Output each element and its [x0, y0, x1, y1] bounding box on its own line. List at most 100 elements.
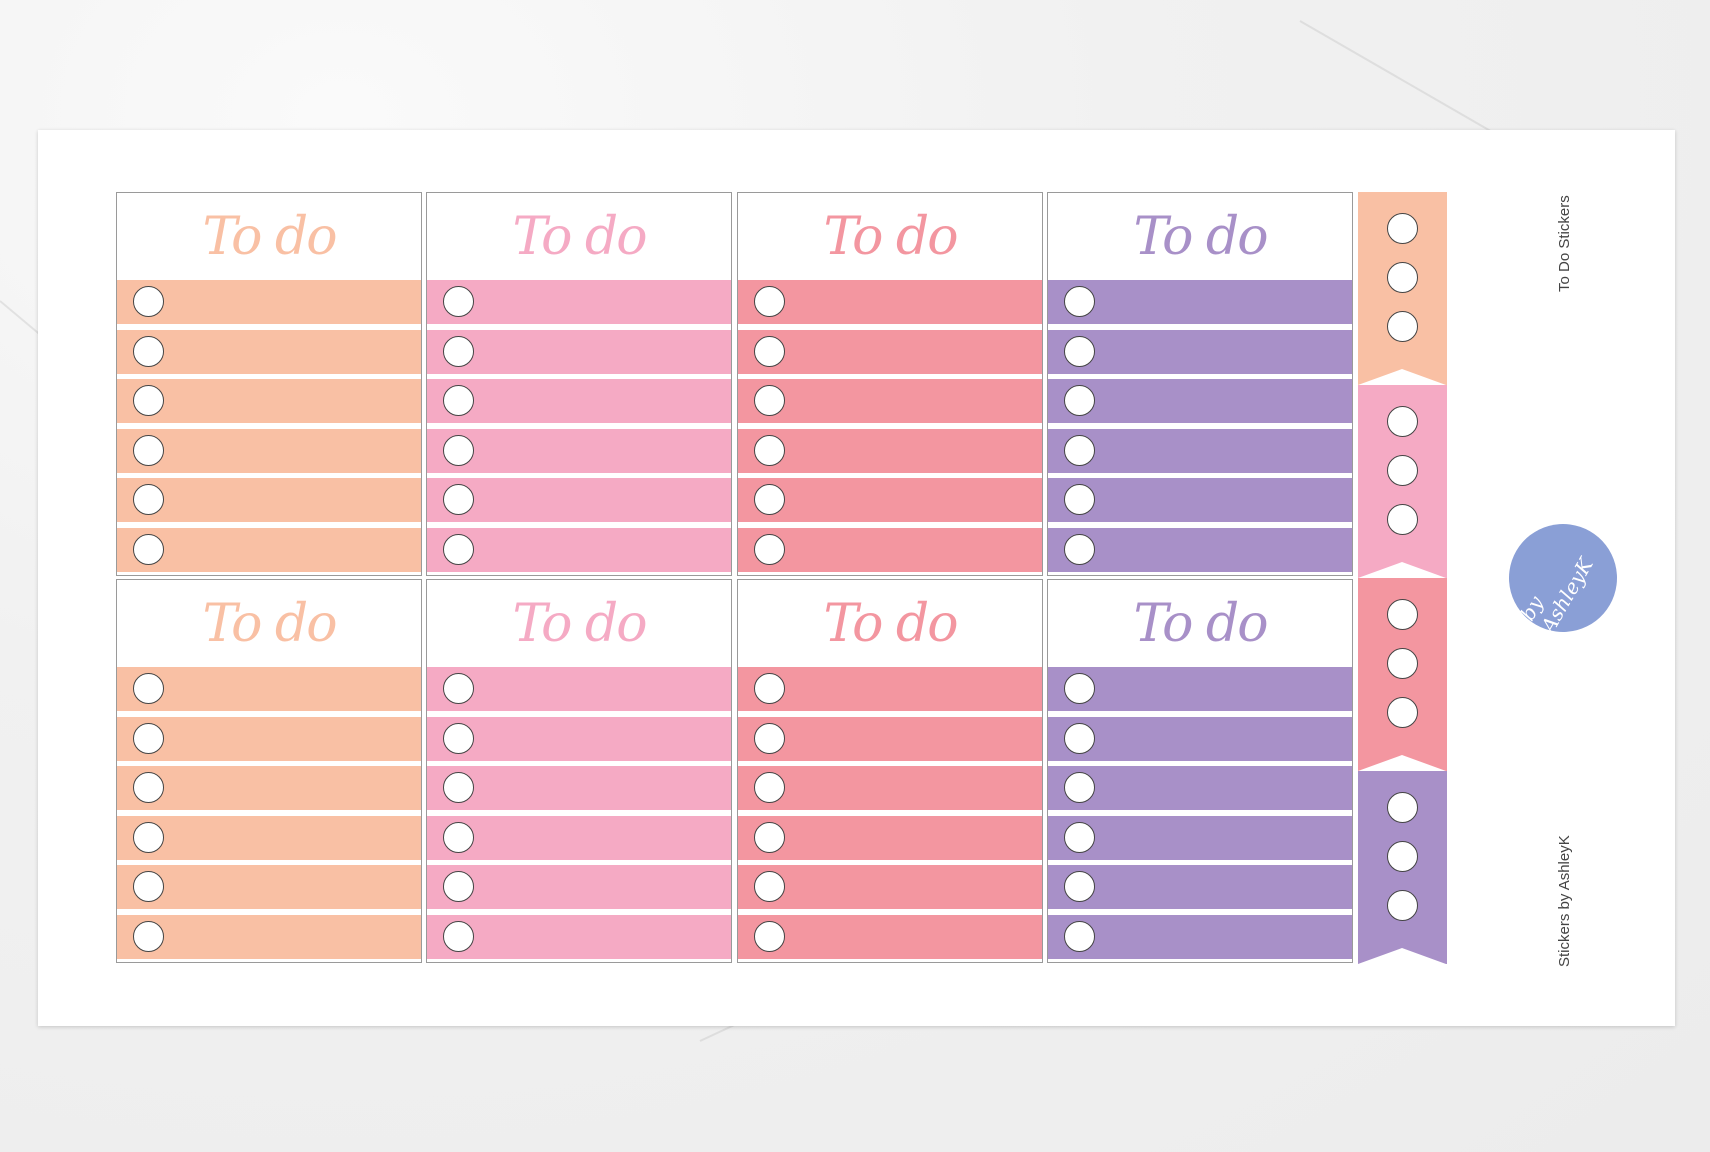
todo-line — [1048, 667, 1352, 711]
checkbox-circle[interactable] — [754, 286, 785, 317]
checkbox-circle[interactable] — [1387, 311, 1418, 342]
checkbox-circle[interactable] — [1064, 920, 1095, 952]
checkbox-circle[interactable] — [754, 821, 785, 853]
checkbox-circle[interactable] — [754, 484, 785, 515]
flag-sticker — [1358, 771, 1447, 964]
checkbox-circle[interactable] — [1064, 871, 1095, 902]
todo-line — [117, 865, 421, 909]
card-heading: To do — [1133, 206, 1268, 267]
todo-line — [427, 329, 731, 374]
todo-line — [427, 527, 731, 572]
checkbox-circle[interactable] — [443, 772, 474, 803]
checkbox-circle[interactable] — [443, 335, 474, 367]
checkbox-circle[interactable] — [1064, 484, 1095, 515]
todo-line — [117, 766, 421, 810]
checkbox-circle[interactable] — [754, 335, 785, 367]
checkbox-circle[interactable] — [133, 335, 164, 367]
checkbox-circle[interactable] — [1064, 286, 1095, 317]
checkbox-circle[interactable] — [1064, 821, 1095, 853]
checkbox-circle[interactable] — [133, 871, 164, 902]
todo-line — [738, 766, 1042, 810]
checkbox-circle[interactable] — [1387, 841, 1418, 872]
checkbox-circle[interactable] — [1064, 434, 1095, 466]
checkbox-circle[interactable] — [1064, 673, 1095, 704]
sheet-title: To Do Stickers — [1556, 195, 1573, 292]
checkbox-circle[interactable] — [133, 484, 164, 515]
checkbox-circle[interactable] — [133, 722, 164, 754]
todo-line — [738, 716, 1042, 761]
todo-line — [117, 667, 421, 711]
todo-line — [427, 478, 731, 522]
checkbox-circle[interactable] — [133, 772, 164, 803]
checkbox-circle[interactable] — [1387, 262, 1418, 293]
checkbox-circle[interactable] — [133, 385, 164, 416]
todo-line — [117, 428, 421, 473]
checkbox-circle[interactable] — [1387, 792, 1418, 823]
card-heading: To do — [202, 206, 337, 267]
checkbox-circle[interactable] — [754, 533, 785, 565]
checkbox-circle[interactable] — [754, 722, 785, 754]
checkbox-circle[interactable] — [754, 920, 785, 952]
todo-card: To do — [737, 192, 1043, 576]
checkbox-circle[interactable] — [1387, 599, 1418, 630]
todo-line — [738, 329, 1042, 374]
todo-line — [1048, 914, 1352, 959]
checkbox-circle[interactable] — [754, 772, 785, 803]
checkbox-circle[interactable] — [1064, 533, 1095, 565]
flag-sticker — [1358, 192, 1447, 385]
checkbox-circle[interactable] — [1387, 697, 1418, 728]
todo-line — [1048, 428, 1352, 473]
todo-card: To do — [116, 579, 422, 963]
checkbox-circle[interactable] — [443, 871, 474, 902]
checkbox-circle[interactable] — [1064, 385, 1095, 416]
checkbox-circle[interactable] — [1387, 406, 1418, 437]
checkbox-circle[interactable] — [443, 385, 474, 416]
checkbox-circle[interactable] — [133, 286, 164, 317]
logo-text: by AshleyK — [1515, 553, 1598, 637]
todo-card: To do — [1047, 192, 1353, 576]
todo-card: To do — [116, 192, 422, 576]
checkbox-circle[interactable] — [443, 920, 474, 952]
checkbox-circle[interactable] — [133, 920, 164, 952]
card-heading: To do — [823, 593, 958, 654]
checkbox-circle[interactable] — [1387, 890, 1418, 921]
checkbox-circle[interactable] — [133, 434, 164, 466]
checkbox-circle[interactable] — [443, 434, 474, 466]
checkbox-circle[interactable] — [1387, 213, 1418, 244]
checkbox-circle[interactable] — [754, 434, 785, 466]
checkbox-circle[interactable] — [443, 673, 474, 704]
checkbox-circle[interactable] — [1064, 722, 1095, 754]
checkbox-circle[interactable] — [754, 385, 785, 416]
checkbox-circle[interactable] — [1387, 504, 1418, 535]
todo-line — [1048, 478, 1352, 522]
checkbox-circle[interactable] — [443, 286, 474, 317]
flag-sticker — [1358, 578, 1447, 771]
checkbox-circle[interactable] — [133, 673, 164, 704]
checkbox-circle[interactable] — [443, 533, 474, 565]
todo-line — [738, 815, 1042, 860]
checkbox-circle[interactable] — [754, 871, 785, 902]
checkbox-circle[interactable] — [443, 722, 474, 754]
card-heading: To do — [1133, 593, 1268, 654]
flag-notch — [1358, 369, 1446, 385]
checkbox-circle[interactable] — [1064, 772, 1095, 803]
todo-line — [738, 527, 1042, 572]
checkbox-circle[interactable] — [133, 533, 164, 565]
checkbox-circle[interactable] — [1387, 648, 1418, 679]
checkbox-circle[interactable] — [1064, 335, 1095, 367]
todo-line — [738, 379, 1042, 423]
todo-line — [738, 667, 1042, 711]
checkbox-circle[interactable] — [133, 821, 164, 853]
checkbox-circle[interactable] — [754, 673, 785, 704]
checkbox-circle[interactable] — [1387, 455, 1418, 486]
checkbox-circle[interactable] — [443, 484, 474, 515]
todo-card: To do — [426, 579, 732, 963]
todo-line — [117, 329, 421, 374]
todo-line — [427, 280, 731, 324]
todo-line — [738, 865, 1042, 909]
todo-line — [427, 379, 731, 423]
todo-line — [1048, 865, 1352, 909]
card-heading: To do — [823, 206, 958, 267]
flag-notch — [1358, 562, 1446, 578]
checkbox-circle[interactable] — [443, 821, 474, 853]
